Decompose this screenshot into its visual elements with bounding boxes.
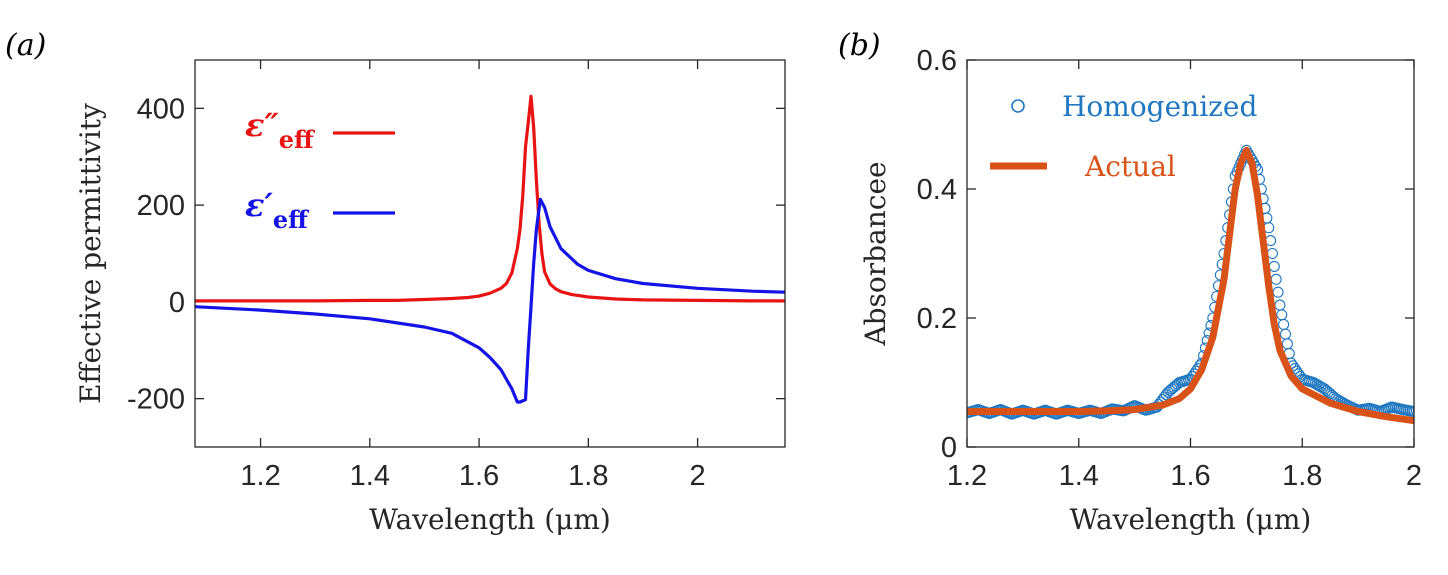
y-tick-label: 0.6 bbox=[917, 45, 957, 77]
y-axis-label: Absorbancee bbox=[859, 161, 892, 346]
legend-label-eps-real: ε′eff bbox=[245, 186, 309, 234]
axes-frame bbox=[194, 59, 786, 448]
data-point bbox=[1276, 309, 1288, 321]
x-tick-label: 1.2 bbox=[240, 460, 280, 492]
y-tick-label: 200 bbox=[137, 190, 185, 222]
legend-label-homogenized: Homogenized bbox=[1062, 90, 1257, 123]
data-point bbox=[1160, 389, 1172, 401]
x-axis-label: Wavelength (μm) bbox=[1070, 503, 1312, 536]
y-tick-label: 0 bbox=[941, 432, 957, 464]
x-tick-label: 1.2 bbox=[947, 460, 987, 492]
data-point bbox=[1279, 328, 1292, 340]
chart-b: 1.2 1.4 1.6 1.8 2 0 0.2 0.4 0.6 Wavelength (μm) Ab… bbox=[859, 45, 1422, 536]
x-tick-label: 1.8 bbox=[1282, 460, 1322, 492]
y-tick-label: 400 bbox=[137, 93, 185, 125]
x-tick-label: 1.4 bbox=[1059, 460, 1099, 492]
series-eff-line bbox=[195, 197, 785, 404]
legend-label-eps-imag: ε″eff bbox=[245, 106, 315, 154]
x-tick-label: 1.8 bbox=[568, 460, 608, 492]
data-point bbox=[1270, 273, 1282, 285]
plot-area bbox=[195, 94, 785, 404]
y-tick-label: 0 bbox=[169, 287, 185, 319]
data-point bbox=[1408, 405, 1414, 418]
x-tick-label: 1.6 bbox=[1170, 460, 1210, 492]
data-point bbox=[1272, 286, 1284, 298]
panel-label-b: (b) bbox=[838, 28, 881, 63]
legend-symbol: ε′ bbox=[245, 186, 273, 224]
x-tick-label: 2 bbox=[1406, 460, 1422, 492]
data-point bbox=[1268, 260, 1280, 272]
y-axis-label: Effective permittivity bbox=[74, 103, 107, 404]
x-tick-label: 1.6 bbox=[459, 460, 499, 492]
data-point bbox=[1278, 318, 1290, 331]
y-tick-label: 0.2 bbox=[917, 303, 957, 335]
legend-marker-homogenized bbox=[1011, 99, 1025, 113]
x-axis-label: Wavelength (μm) bbox=[369, 503, 611, 536]
data-point bbox=[1281, 338, 1293, 350]
y-tick-label: 0.4 bbox=[917, 174, 957, 206]
legend-subscript: eff bbox=[273, 205, 309, 234]
data-point bbox=[1266, 247, 1278, 260]
plot-area bbox=[967, 144, 1414, 425]
legend-subscript: eff bbox=[279, 125, 315, 154]
series-actual-line bbox=[967, 146, 1414, 425]
data-point bbox=[1274, 299, 1286, 311]
legend-symbol: ε″ bbox=[245, 106, 279, 144]
y-tick-label: -200 bbox=[127, 384, 185, 416]
series-homogenized bbox=[967, 144, 1414, 420]
x-tick-label: 2 bbox=[690, 460, 706, 492]
data-point bbox=[1265, 235, 1277, 247]
data-point bbox=[1317, 382, 1329, 394]
axes-frame bbox=[966, 59, 1415, 448]
chart-a: 1.2 1.4 1.6 1.8 2 -200 0 200 400 Wavelength (μm) E… bbox=[74, 59, 786, 536]
series-eff-line bbox=[195, 94, 785, 303]
legend-label-actual: Actual bbox=[1084, 150, 1176, 183]
x-tick-label: 1.4 bbox=[350, 460, 390, 492]
panel-label-a: (a) bbox=[5, 28, 46, 63]
